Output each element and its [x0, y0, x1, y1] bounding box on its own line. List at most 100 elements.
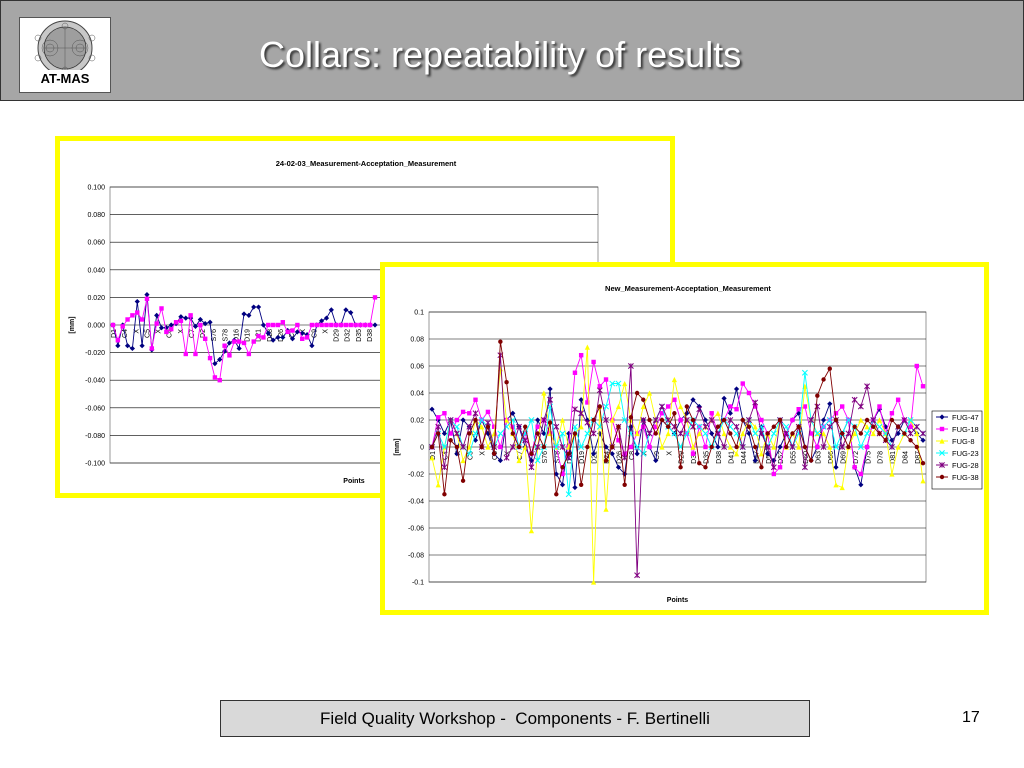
data-point [193, 351, 198, 357]
data-point [759, 417, 764, 423]
x-tick-label: D72 [853, 451, 860, 464]
data-point [251, 339, 256, 344]
data-point [578, 482, 584, 487]
data-point [135, 310, 140, 315]
data-point [796, 407, 801, 412]
data-point [690, 397, 696, 403]
data-point [547, 396, 554, 403]
data-point [541, 430, 547, 437]
data-point [591, 359, 596, 365]
x-tick-label: X [133, 329, 140, 334]
data-point [603, 377, 609, 382]
data-point [110, 322, 116, 328]
data-point [647, 444, 652, 450]
data-point [479, 444, 484, 450]
data-point [690, 417, 696, 423]
data-point [615, 403, 622, 410]
chart-frame-2: New_Measurement-Acceptation_Measurement 0… [380, 262, 989, 615]
data-point [535, 424, 540, 429]
data-point [560, 471, 565, 477]
data-point [846, 444, 851, 450]
data-point [709, 430, 715, 437]
data-point [222, 343, 227, 348]
data-point [728, 404, 733, 409]
x-tick-label: C8 [629, 451, 636, 460]
data-point [333, 322, 339, 328]
chart-2-svg: New_Measurement-Acceptation_Measurement 0… [394, 284, 983, 604]
y-tick-label: 0.02 [410, 418, 424, 425]
x-tick-label: D1 [430, 451, 437, 460]
data-point [523, 424, 528, 429]
data-point [565, 454, 572, 461]
data-point [178, 318, 184, 324]
data-point [139, 343, 145, 349]
chart-title: New_Measurement-Acceptation_Measurement [605, 284, 771, 293]
data-point [876, 417, 883, 423]
data-point [659, 403, 665, 410]
data-point [771, 424, 777, 429]
data-point [472, 410, 479, 417]
data-point [920, 478, 926, 484]
data-point [363, 322, 368, 328]
data-point [840, 431, 845, 436]
x-tick-label: D32 [691, 451, 698, 464]
data-point [733, 386, 740, 392]
x-tick-label: D81 [890, 451, 897, 464]
data-point [777, 444, 783, 450]
data-point [634, 390, 640, 396]
data-point [684, 404, 690, 409]
data-point [144, 296, 150, 301]
data-point [833, 417, 839, 423]
data-point [852, 424, 857, 429]
data-point [559, 482, 566, 488]
data-point [877, 404, 882, 409]
data-point [217, 356, 223, 363]
data-point [125, 317, 130, 322]
data-point [149, 346, 155, 351]
data-point [634, 444, 641, 450]
x-tick-label: D44 [741, 451, 748, 464]
x-tick-label: C6 [167, 329, 174, 338]
data-point [914, 444, 919, 450]
data-point [603, 444, 609, 450]
data-point [752, 457, 758, 464]
data-point [285, 329, 290, 335]
y-tick-label: -0.020 [85, 350, 105, 357]
data-point [338, 322, 344, 328]
data-point [485, 430, 491, 437]
data-point [584, 430, 591, 437]
y-tick-label: 0.06 [410, 364, 424, 371]
footer-text: Field Quality Workshop - Components - F.… [220, 700, 810, 737]
data-point [796, 424, 801, 429]
data-point [534, 457, 541, 464]
data-point [634, 572, 641, 579]
y-tick-label: 0.020 [87, 295, 105, 302]
data-point [559, 417, 566, 423]
data-point [622, 482, 627, 487]
data-point [280, 320, 286, 325]
data-point [908, 438, 913, 443]
data-point [628, 415, 634, 420]
data-point [472, 437, 479, 443]
data-point [920, 430, 926, 437]
data-point [870, 430, 876, 437]
data-point [529, 451, 534, 456]
data-point [251, 304, 257, 310]
data-point [889, 417, 895, 423]
data-point [721, 430, 727, 437]
data-point [241, 340, 247, 346]
x-tick-label: X [322, 329, 329, 334]
data-point [684, 410, 690, 416]
data-point [858, 417, 864, 423]
data-point [448, 438, 453, 443]
data-point [528, 528, 535, 534]
data-point [615, 380, 622, 387]
data-point [715, 444, 721, 450]
data-point [436, 415, 441, 420]
data-point [516, 457, 522, 464]
data-point [498, 339, 503, 344]
data-point [833, 444, 839, 450]
data-point [309, 322, 315, 328]
data-point [871, 424, 876, 429]
data-point [621, 454, 628, 461]
